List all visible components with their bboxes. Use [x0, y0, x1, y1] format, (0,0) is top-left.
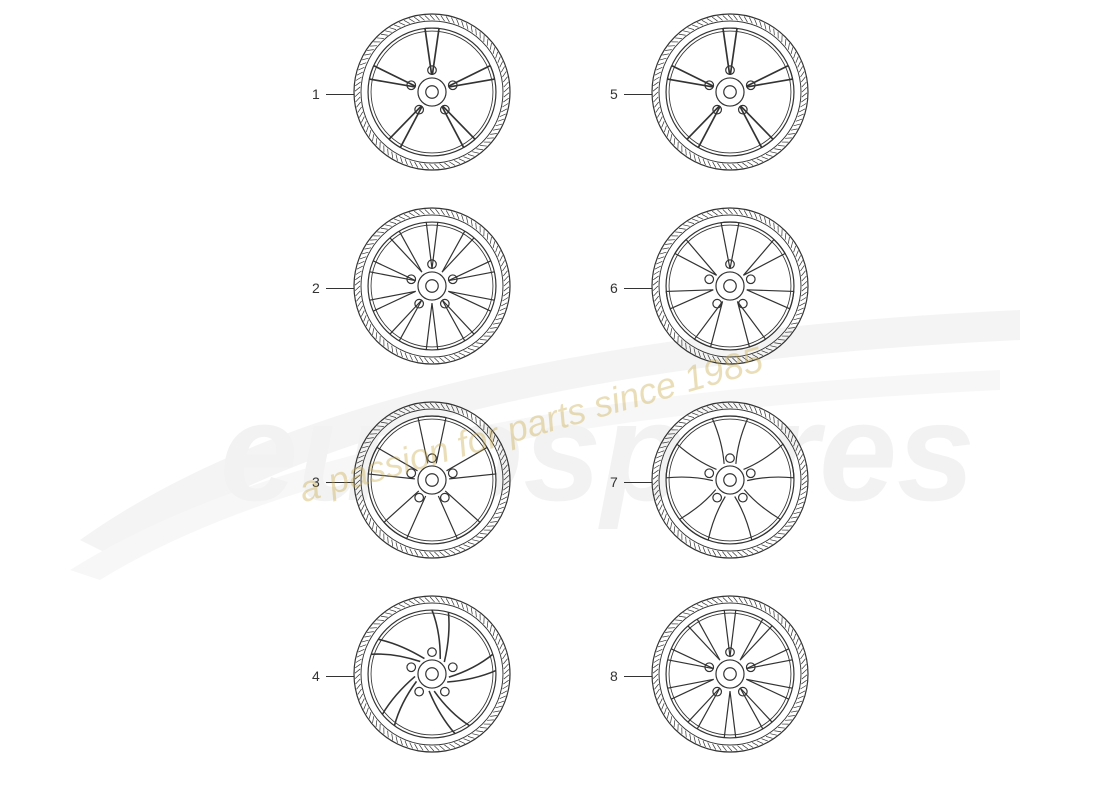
wheel-label-3: 3: [312, 474, 320, 490]
wheel-1: [354, 14, 510, 170]
leader-6: [624, 288, 652, 289]
wheel-6: [652, 208, 808, 364]
leader-5: [624, 94, 652, 95]
wheel-label-1: 1: [312, 86, 320, 102]
wheel-label-4: 4: [312, 668, 320, 684]
wheel-label-8: 8: [610, 668, 618, 684]
wheel-label-7: 7: [610, 474, 618, 490]
diagram-canvas: eurospares 12345678 a passion for parts …: [0, 0, 1100, 800]
wheel-5: [652, 14, 808, 170]
wheel-3: [354, 402, 510, 558]
wheel-4: [354, 596, 510, 752]
leader-7: [624, 482, 652, 483]
wheel-label-2: 2: [312, 280, 320, 296]
wheel-2: [354, 208, 510, 364]
leader-4: [326, 676, 354, 677]
leader-1: [326, 94, 354, 95]
leader-2: [326, 288, 354, 289]
wheel-7: [652, 402, 808, 558]
wheel-label-6: 6: [610, 280, 618, 296]
wheel-8: [652, 596, 808, 752]
wheel-label-5: 5: [610, 86, 618, 102]
leader-8: [624, 676, 652, 677]
leader-3: [326, 482, 354, 483]
wheels-svg: [0, 0, 1100, 800]
